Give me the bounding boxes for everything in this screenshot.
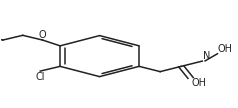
Text: N: N [203,51,210,61]
Text: O: O [39,30,46,40]
Text: OH: OH [218,44,233,54]
Text: OH: OH [191,79,206,88]
Text: Cl: Cl [35,72,45,82]
